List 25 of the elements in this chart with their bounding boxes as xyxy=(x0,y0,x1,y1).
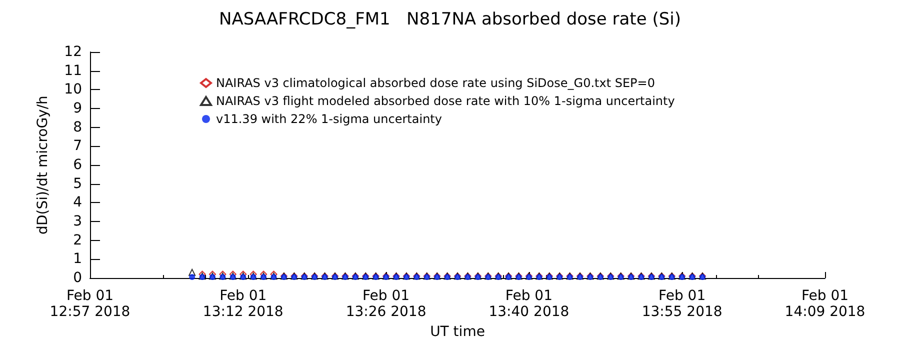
y-tick-label: 9 xyxy=(73,100,82,116)
y-tick-label: 8 xyxy=(73,119,82,136)
y-tick-label: 2 xyxy=(73,232,82,248)
chart-title: NASAAFRCDC8_FM1 N817NA absorbed dose rate (Si) xyxy=(219,10,681,30)
x-tick-label: Feb 01 13:55 2018 xyxy=(642,288,722,320)
y-tick-label: 5 xyxy=(73,176,82,192)
legend-label: NAIRAS v3 climatological absorbed dose rate using SiDose_G0.txt SEP=0 xyxy=(216,76,655,90)
legend-label: NAIRAS v3 flight modeled absorbed dose rate with 10% 1-sigma uncertainty xyxy=(216,94,675,108)
x-tick-label: Feb 01 14:09 2018 xyxy=(784,288,866,320)
y-tick-label: 7 xyxy=(73,138,82,154)
x-tick-label: Feb 01 13:26 2018 xyxy=(346,288,426,320)
y-tick-label: 0 xyxy=(73,270,82,286)
y-tick-label: 1 xyxy=(73,251,82,268)
legend-label: v11.39 with 22% 1-sigma uncertainty xyxy=(216,112,442,126)
x-tick-label: Feb 01 12:57 2018 xyxy=(50,288,130,320)
x-axis-title: UT time xyxy=(430,324,485,340)
y-tick-label: 12 xyxy=(64,44,82,60)
y-tick-label: 10 xyxy=(64,82,82,98)
y-tick-label: 3 xyxy=(73,214,82,230)
y-tick-label: 11 xyxy=(64,62,82,79)
y-tick-label: 6 xyxy=(73,157,82,173)
y-axis-title: dD(Si)/dt microGy/h xyxy=(35,96,51,234)
x-tick-label: Feb 01 13:40 2018 xyxy=(488,288,570,320)
x-tick-label: Feb 01 13:12 2018 xyxy=(202,288,284,320)
y-tick-label: 4 xyxy=(73,194,82,211)
